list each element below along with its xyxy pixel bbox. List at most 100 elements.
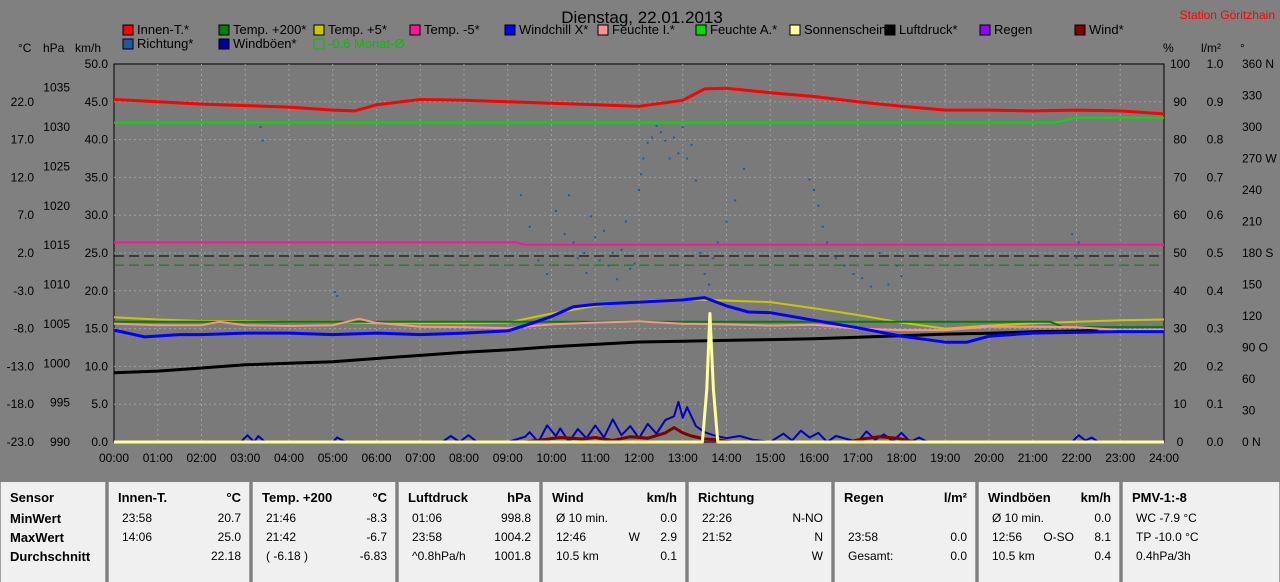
direction-point [834, 257, 837, 260]
panel-title: Windböen [988, 490, 1051, 505]
legend-swatch [218, 38, 230, 50]
temp-tick-label: 12.0 [11, 170, 35, 184]
rain-tick-label: 0.4 [1207, 284, 1224, 298]
panel-cell-time: 21:42 [266, 530, 297, 544]
rain-tick-label: 0.2 [1207, 359, 1224, 373]
direction-tick-label: 60 [1242, 372, 1256, 386]
temp-tick-label: -8.0 [13, 322, 34, 336]
time-tick-label: 04:00 [274, 451, 304, 465]
humidity-tick-label: 30 [1173, 322, 1187, 336]
direction-point [817, 204, 820, 207]
direction-point [694, 179, 697, 182]
direction-point [572, 241, 575, 244]
panel-cell-value: N-NO [792, 511, 823, 525]
direction-point [598, 259, 601, 262]
pressure-tick-label: 990 [50, 435, 70, 449]
rain-tick-label: 0.1 [1207, 397, 1224, 411]
direction-point [519, 194, 522, 197]
legend-swatch [884, 24, 896, 36]
series-line-sonnenschein [114, 312, 1164, 444]
direction-point [659, 131, 662, 134]
panel-cell-value: 20.7 [217, 511, 241, 525]
temp-tick-label: 22.0 [11, 95, 35, 109]
legend-label: Feuchte A.* [710, 22, 777, 37]
direction-tick-label: 90 O [1242, 341, 1268, 355]
time-tick-label: 10:00 [536, 451, 566, 465]
wind-tick-label: 35.0 [85, 170, 109, 184]
panel-row-label: Durchschnitt [10, 549, 91, 564]
legend-swatch [979, 24, 991, 36]
panel-title: Temp. +200 [262, 490, 333, 505]
direction-point [1075, 257, 1078, 260]
time-tick-label: 07:00 [405, 451, 435, 465]
direction-point [624, 220, 627, 223]
panel-cell-time: Ø 10 min. [992, 511, 1045, 525]
grid [114, 64, 1164, 442]
humidity-tick-label: 40 [1173, 284, 1187, 298]
pressure-tick-label: 1010 [43, 278, 70, 292]
panel-cell-value: 1001.8 [494, 549, 531, 563]
panel-cell-value: 0.4 [1094, 549, 1111, 563]
direction-point [1071, 233, 1074, 236]
direction-point [620, 248, 623, 251]
legend-swatch [122, 38, 134, 50]
rain-tick-label: 0.3 [1207, 322, 1224, 336]
stats-panel: Temp. +200 °C 21:46 -8.3 21:42 -6.7 ( -6.18 ) -… [252, 482, 396, 582]
direction-point [568, 194, 570, 197]
legend-label: Luftdruck* [899, 22, 958, 37]
panel-cell-value: W [811, 549, 823, 563]
direction-point [900, 275, 903, 278]
temp-axis-unit: °C [18, 41, 32, 55]
panel-cell-time: 23:58 [412, 530, 443, 544]
pressure-tick-label: 1025 [43, 159, 70, 173]
panel-cell-time: Ø 10 min. [556, 511, 609, 525]
series-line-windchill-x- [113, 296, 1164, 344]
direction-point [607, 264, 610, 267]
direction-tick-label: 360 N [1242, 57, 1274, 71]
panel-cell-time: WC -7.9 °C [1136, 511, 1197, 525]
time-tick-label: 15:00 [755, 451, 785, 465]
direction-point [259, 126, 262, 128]
series-marks [113, 86, 1165, 444]
legend-label: -0.6 Monat-Ø [328, 36, 405, 51]
panel-title: Wind [552, 490, 584, 505]
humidity-tick-label: 0 [1177, 435, 1184, 449]
direction-point [629, 267, 632, 270]
direction-point [537, 259, 540, 262]
temp-tick-label: 17.0 [11, 133, 35, 147]
direction-point [336, 295, 339, 298]
wind-tick-label: 0.0 [91, 435, 108, 449]
stats-panel: Wind km/h Ø 10 min. 0.0 12:46 W 2.9 10.5 km 0.1 [542, 482, 686, 582]
time-tick-label: 16:00 [799, 451, 829, 465]
direction-point [576, 257, 579, 260]
time-tick-label: 02:00 [186, 451, 216, 465]
direction-point [333, 290, 336, 293]
temp-tick-label: -13.0 [7, 359, 35, 373]
direction-point [686, 157, 689, 160]
temp-tick-label: -3.0 [13, 284, 34, 298]
panel-title: Sensor [10, 490, 55, 505]
direction-point [563, 233, 566, 236]
rain-axis-unit: l/m² [1201, 41, 1221, 55]
panel-unit: l/m² [943, 490, 967, 505]
panel-unit: km/h [1080, 490, 1111, 505]
wind-tick-label: 40.0 [85, 133, 109, 147]
direction-point [261, 139, 264, 142]
direction-point [554, 210, 557, 212]
panel-cell-value: 22.18 [210, 549, 241, 563]
pressure-tick-label: 1015 [43, 238, 70, 252]
direction-point [664, 139, 667, 142]
legend-label: Temp. +5* [328, 22, 387, 37]
temp-tick-label: 7.0 [17, 208, 34, 222]
legend-swatch [504, 24, 516, 36]
direction-point [813, 189, 815, 191]
temp-tick-label: -23.0 [7, 435, 35, 449]
direction-point [808, 178, 811, 181]
panel-cell-time: 0.4hPa/3h [1136, 549, 1191, 563]
direction-point [589, 215, 592, 218]
direction-point [869, 285, 872, 288]
direction-point [585, 271, 588, 274]
panel-cell-time: 12:46 [556, 530, 587, 544]
pressure-tick-label: 1000 [43, 356, 70, 370]
axis-ticks: 00:00 01:00 02:00 03:00 04:00 05:00 06:00 07:00… [7, 57, 1278, 465]
